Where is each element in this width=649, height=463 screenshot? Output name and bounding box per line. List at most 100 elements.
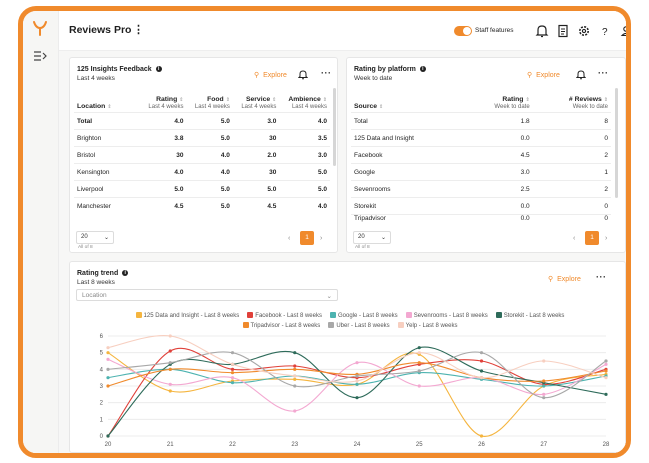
data-point	[479, 434, 484, 438]
legend-swatch	[397, 322, 404, 328]
cell: 5.0	[186, 112, 233, 130]
cell: 125 Data and Insight	[351, 129, 461, 147]
x-tick-label: 26	[478, 442, 485, 448]
cell: 4.0	[140, 112, 187, 130]
bell-icon[interactable]	[576, 69, 586, 80]
platform-card-title: Rating by platform i	[354, 66, 426, 73]
legend-label: 125 Data and Insight - Last 8 weeks	[143, 313, 240, 319]
platform-card-subtitle: Week to date	[354, 75, 393, 82]
legend-item[interactable]: Google - Last 8 weeks	[329, 311, 398, 321]
table-row[interactable]: Liverpool 5.0 5.0 5.0 5.0	[74, 180, 330, 198]
data-point	[355, 361, 359, 365]
trend-more-icon[interactable]: ···	[596, 272, 607, 282]
page-size-select[interactable]: 20 ⌄	[76, 231, 114, 244]
legend-item[interactable]: Storekit - Last 8 weeks	[495, 311, 564, 321]
gear-icon[interactable]	[576, 23, 592, 39]
column-header-service[interactable]: Service ⇕ Last 4 weeks	[241, 96, 277, 110]
table-row[interactable]: Storekit 0.0 0	[351, 197, 611, 215]
current-page-button[interactable]: 1	[585, 231, 599, 245]
x-tick-label: 24	[354, 442, 361, 448]
table-row[interactable]: Facebook 4.5 2	[351, 146, 611, 164]
user-icon[interactable]	[618, 23, 631, 39]
info-icon[interactable]: i	[155, 66, 162, 72]
legend-item[interactable]: Facebook - Last 8 weeks	[247, 311, 322, 321]
current-page-button[interactable]: 1	[300, 231, 314, 245]
table-row[interactable]: Brighton 3.8 5.0 30 3.5	[74, 129, 330, 147]
logo-icon[interactable]	[31, 19, 49, 37]
column-header-food[interactable]: Food ⇕ Last 4 weeks	[194, 96, 230, 110]
data-point	[230, 351, 235, 355]
data-point	[542, 392, 546, 396]
legend-item[interactable]: Tripadvisor - Last 8 weeks	[242, 321, 320, 331]
legend-swatch	[135, 312, 142, 318]
help-icon[interactable]: ?	[597, 23, 613, 39]
chevron-down-icon: ⌄	[103, 235, 109, 241]
legend-swatch	[495, 312, 502, 318]
staff-features-toggle[interactable]	[454, 26, 472, 36]
expand-sidebar-icon[interactable]	[33, 51, 47, 61]
x-tick-label: 25	[416, 442, 423, 448]
cell: Kensington	[74, 163, 140, 181]
next-page-icon[interactable]: ›	[320, 235, 323, 242]
feedback-more-icon[interactable]: ···	[321, 68, 332, 78]
info-icon[interactable]: i	[419, 66, 426, 72]
platform-explore-button[interactable]: ⚲ Explore	[527, 72, 560, 79]
data-point	[293, 374, 297, 378]
staff-features-label: Staff features	[475, 27, 514, 34]
y-tick-label: 5	[100, 351, 104, 357]
platform-more-icon[interactable]: ···	[598, 68, 609, 78]
legend-swatch	[329, 312, 336, 318]
table-row[interactable]: Kensington 4.0 4.0 30 5.0	[74, 163, 330, 181]
table-row[interactable]: Tripadvisor 0.0 0	[351, 214, 611, 223]
data-point	[168, 382, 172, 386]
cell: 0.0	[461, 129, 533, 147]
kebab-icon[interactable]: ⋮	[133, 24, 144, 36]
data-point	[168, 367, 172, 371]
data-point	[479, 369, 484, 373]
legend-item[interactable]: Sevenrooms - Last 8 weeks	[405, 311, 488, 321]
platform-scrollbar[interactable]	[615, 88, 618, 198]
bell-icon[interactable]	[298, 69, 308, 80]
prev-page-icon[interactable]: ‹	[573, 235, 576, 242]
legend-item[interactable]: Uber - Last 8 weeks	[328, 321, 390, 331]
data-point	[230, 362, 235, 366]
feedback-explore-button[interactable]: ⚲ Explore	[254, 72, 287, 79]
trend-explore-button[interactable]: ⚲ Explore	[548, 276, 581, 283]
table-row[interactable]: Google 3.0 1	[351, 163, 611, 181]
table-row[interactable]: Manchester 4.5 5.0 4.5 4.0	[74, 197, 330, 215]
data-point	[168, 389, 172, 393]
data-point	[417, 384, 421, 388]
app-frame: Reviews Pro ⋮ Staff features ?	[18, 6, 631, 458]
legend-item[interactable]: 125 Data and Insight - Last 8 weeks	[135, 311, 240, 321]
page-size-select[interactable]: 20 ⌄	[353, 231, 391, 244]
y-tick-label: 3	[100, 384, 104, 390]
next-page-icon[interactable]: ›	[605, 235, 608, 242]
column-header-rating[interactable]: Rating ⇕ Last 4 weeks	[148, 96, 184, 110]
column-header-ambience[interactable]: Ambience ⇕ Last 4 weeks	[288, 96, 327, 110]
row-count-note: All of 8	[355, 245, 370, 250]
feedback-scrollbar[interactable]	[333, 88, 336, 166]
app-title: Reviews Pro	[69, 24, 132, 36]
table-row[interactable]: Sevenrooms 2.5 2	[351, 180, 611, 198]
table-row[interactable]: 125 Data and Insight 0.0 0	[351, 129, 611, 147]
legend-swatch	[328, 322, 335, 328]
prev-page-icon[interactable]: ‹	[288, 235, 291, 242]
bell-icon[interactable]	[534, 23, 550, 39]
column-header-reviews[interactable]: # Reviews ⇕ Week to date	[568, 96, 608, 110]
x-tick-label: 27	[540, 442, 547, 448]
data-point	[355, 379, 359, 383]
row-count-note: All of 8	[78, 245, 93, 250]
top-bar: Reviews Pro ⋮ Staff features ?	[59, 11, 626, 51]
chevron-down-icon: ⌄	[326, 293, 332, 300]
legend-item[interactable]: Yelp - Last 8 weeks	[397, 321, 457, 331]
column-header-location[interactable]: Location ⇕	[77, 103, 112, 110]
column-header-rating[interactable]: Rating ⇕ Week to date	[494, 96, 530, 110]
table-row[interactable]: Bristol 30 4.0 2.0 3.0	[74, 146, 330, 164]
info-icon[interactable]: i	[122, 270, 129, 276]
table-row: Total 1.8 8	[351, 112, 611, 130]
location-filter[interactable]: Location ⌄	[76, 289, 338, 301]
document-icon[interactable]	[555, 23, 571, 39]
column-header-source[interactable]: Source ⇕	[354, 103, 384, 110]
cell: 2.0	[232, 146, 280, 164]
legend-label: Sevenrooms - Last 8 weeks	[413, 313, 488, 319]
